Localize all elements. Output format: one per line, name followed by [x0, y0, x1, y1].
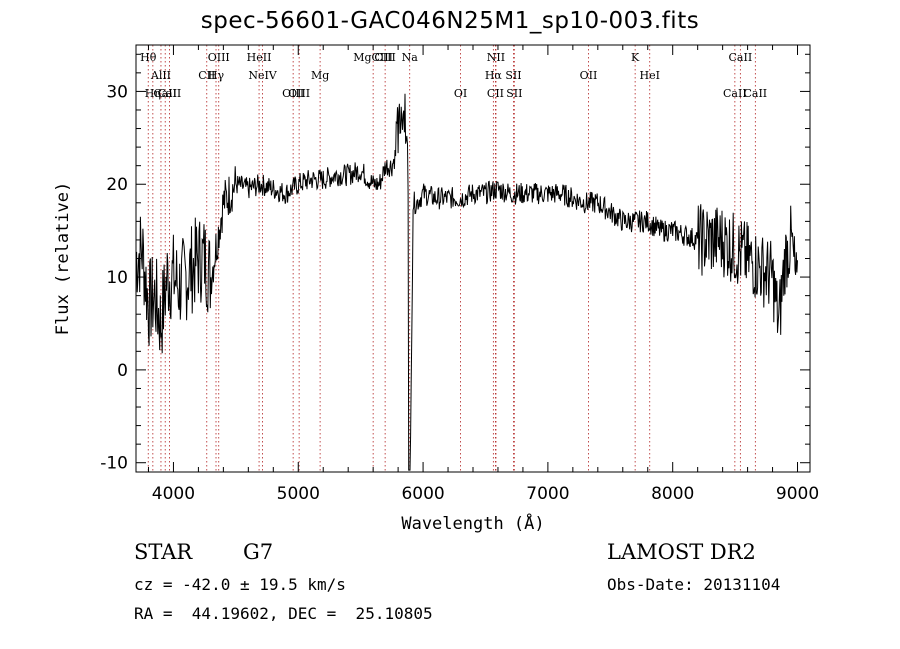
spectral-line-markers — [147, 45, 756, 472]
axis-ticks: 4000 5000 6000 7000 8000 9000 -10 0 10 20 30 — [100, 45, 819, 504]
y-tick-label: 20 — [106, 175, 128, 195]
spectrum-series — [135, 93, 798, 471]
spectral-line-label: HeI — [640, 69, 660, 82]
spectral-line-label: SII — [506, 87, 522, 100]
spectral-line-label: SII — [505, 69, 521, 82]
x-tick-label: 4000 — [152, 484, 195, 504]
y-tick-label: -10 — [100, 454, 128, 474]
spectral-line-labels: HθHηAlIICaIICaIICIIOIIIHγHeIINeIVOIIIOII… — [140, 51, 767, 100]
spectral-line-label: HeII — [247, 51, 272, 64]
spectral-line-label: OIII — [282, 87, 304, 100]
spectral-line-label: Hθ — [140, 51, 157, 64]
y-axis-label: Flux (relative) — [53, 182, 73, 336]
survey-name: LAMOST DR2 — [607, 540, 756, 564]
spectral-line-label: Hα — [485, 69, 503, 82]
object-class: STAR — [134, 540, 193, 564]
object-subclass: G7 — [243, 540, 274, 564]
x-tick-label: 5000 — [277, 484, 320, 504]
spectral-line-label: CaII — [158, 87, 182, 100]
spectral-line-label: CII — [198, 69, 215, 82]
spectral-line-label: CIII — [374, 51, 395, 64]
spectral-line-label: NeIV — [248, 69, 277, 82]
spectral-line-label: CaII — [723, 87, 747, 100]
spectral-line-label: OIII — [208, 51, 230, 64]
spectral-line-label: CaII — [729, 51, 753, 64]
spectral-line-label: Mg — [311, 69, 329, 82]
spectral-line-label: Na — [402, 51, 419, 64]
spectral-line-label: CaII — [743, 87, 767, 100]
spectral-line-label: AlII — [150, 69, 171, 82]
observation-date: Obs-Date: 20131104 — [607, 575, 781, 594]
x-tick-label: 9000 — [776, 484, 819, 504]
x-tick-label: 7000 — [526, 484, 569, 504]
spectral-line-label: NII — [487, 51, 505, 64]
spectral-line-label: OII — [580, 69, 598, 82]
x-tick-label: 6000 — [401, 484, 444, 504]
y-tick-label: 10 — [106, 268, 128, 288]
spectral-line-label: OI — [454, 87, 467, 100]
y-tick-label: 0 — [117, 361, 128, 381]
y-tick-label: 30 — [106, 82, 128, 102]
spectral-line-label: Hγ — [208, 69, 225, 82]
x-axis-label: Wavelength (Å) — [401, 512, 544, 534]
chart-title: spec-56601-GAC046N25M1_sp10-003.fits — [200, 8, 700, 34]
spectral-line-label: CaII — [153, 87, 177, 100]
spectral-line-label: Hη — [145, 87, 161, 100]
x-tick-label: 8000 — [651, 484, 694, 504]
spectral-line-label: K — [631, 51, 640, 64]
spectral-line-label: CII — [487, 87, 504, 100]
coordinates: RA = 44.19602, DEC = 25.10805 — [134, 604, 433, 623]
spectral-line-label: MgCIII — [353, 51, 393, 64]
redshift-velocity: cz = -42.0 ± 19.5 km/s — [134, 575, 346, 594]
spectral-line-label: OIII — [288, 87, 310, 100]
